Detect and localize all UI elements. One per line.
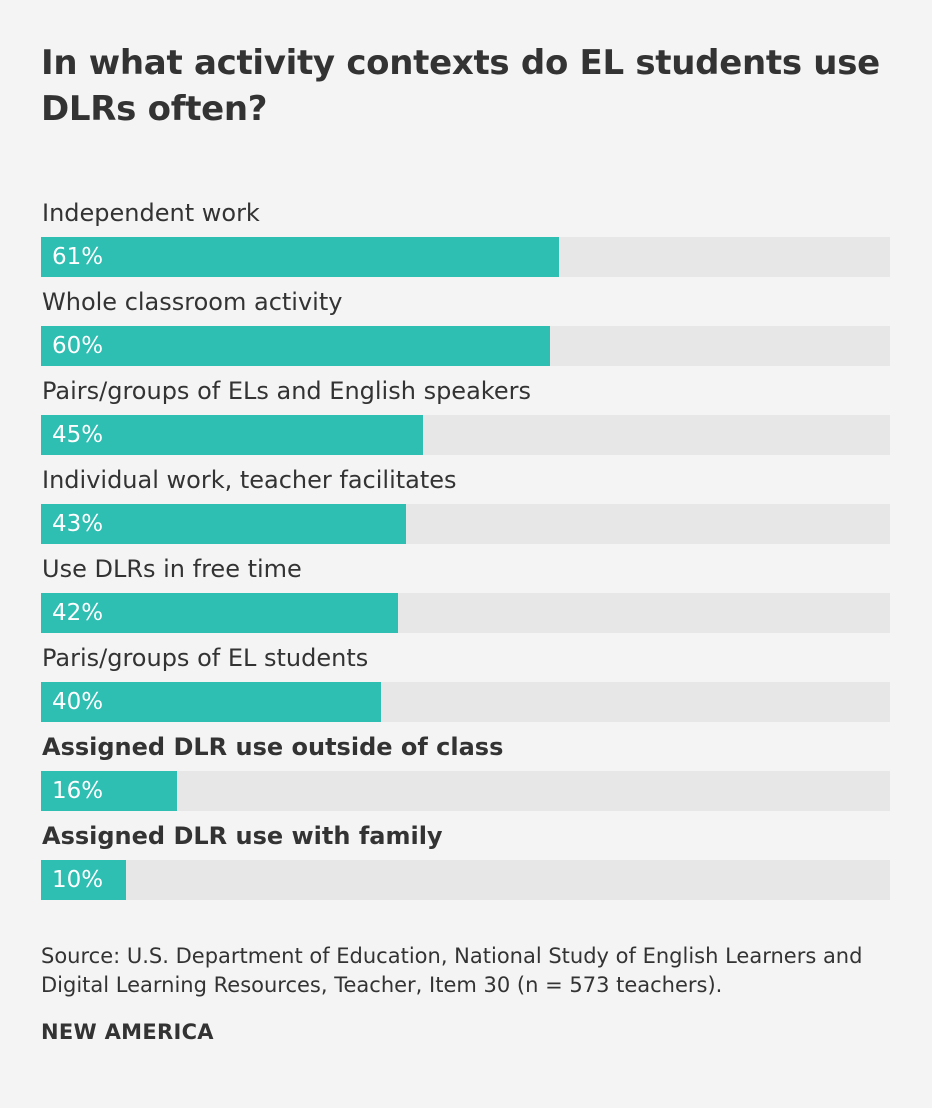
bar — [41, 682, 381, 722]
category-label: Assigned DLR use outside of class — [42, 733, 504, 761]
bar — [41, 326, 550, 366]
bar-track: 60% — [41, 326, 890, 366]
bar-track: 42% — [41, 593, 890, 633]
bar-row: Paris/groups of EL students 40% — [41, 640, 890, 729]
bar — [41, 593, 398, 633]
bar-row: Assigned DLR use outside of class 16% — [41, 729, 890, 818]
category-label: Assigned DLR use with family — [42, 822, 443, 850]
category-label: Pairs/groups of ELs and English speakers — [42, 377, 531, 405]
value-label: 42% — [52, 600, 104, 626]
bar-track: 43% — [41, 504, 890, 544]
bar-row: Use DLRs in free time 42% — [41, 551, 890, 640]
value-label: 43% — [52, 511, 104, 537]
bar-track: 10% — [41, 860, 890, 900]
bar-row: Pairs/groups of ELs and English speakers… — [41, 373, 890, 462]
bar-track: 45% — [41, 415, 890, 455]
value-label: 61% — [52, 244, 104, 270]
category-label: Individual work, teacher facilitates — [42, 466, 457, 494]
brand-footer: NEW AMERICA — [41, 1020, 214, 1044]
bar-track: 61% — [41, 237, 890, 277]
source-note: Source: U.S. Department of Education, Na… — [41, 944, 863, 997]
bar-row: Assigned DLR use with family 10% — [41, 818, 890, 907]
bar-track: 16% — [41, 771, 890, 811]
bar-chart: Independent work 61% Whole classroom activ… — [41, 195, 890, 907]
bar — [41, 860, 126, 900]
category-label: Independent work — [42, 199, 260, 227]
category-label: Paris/groups of EL students — [42, 644, 369, 672]
category-label: Whole classroom activity — [42, 288, 343, 316]
category-label: Use DLRs in free time — [42, 555, 302, 583]
bar — [41, 237, 559, 277]
bar — [41, 771, 177, 811]
value-label: 16% — [52, 778, 104, 804]
bar-row: Whole classroom activity 60% — [41, 284, 890, 373]
chart-title: In what activity contexts do EL students… — [41, 43, 880, 129]
value-label: 40% — [52, 689, 104, 715]
bar-row: Independent work 61% — [41, 195, 890, 284]
value-label: 60% — [52, 333, 104, 359]
bar — [41, 504, 406, 544]
bar — [41, 415, 423, 455]
value-label: 10% — [52, 867, 104, 893]
bar-row: Individual work, teacher facilitates 43% — [41, 462, 890, 551]
value-label: 45% — [52, 422, 104, 448]
bar-track: 40% — [41, 682, 890, 722]
